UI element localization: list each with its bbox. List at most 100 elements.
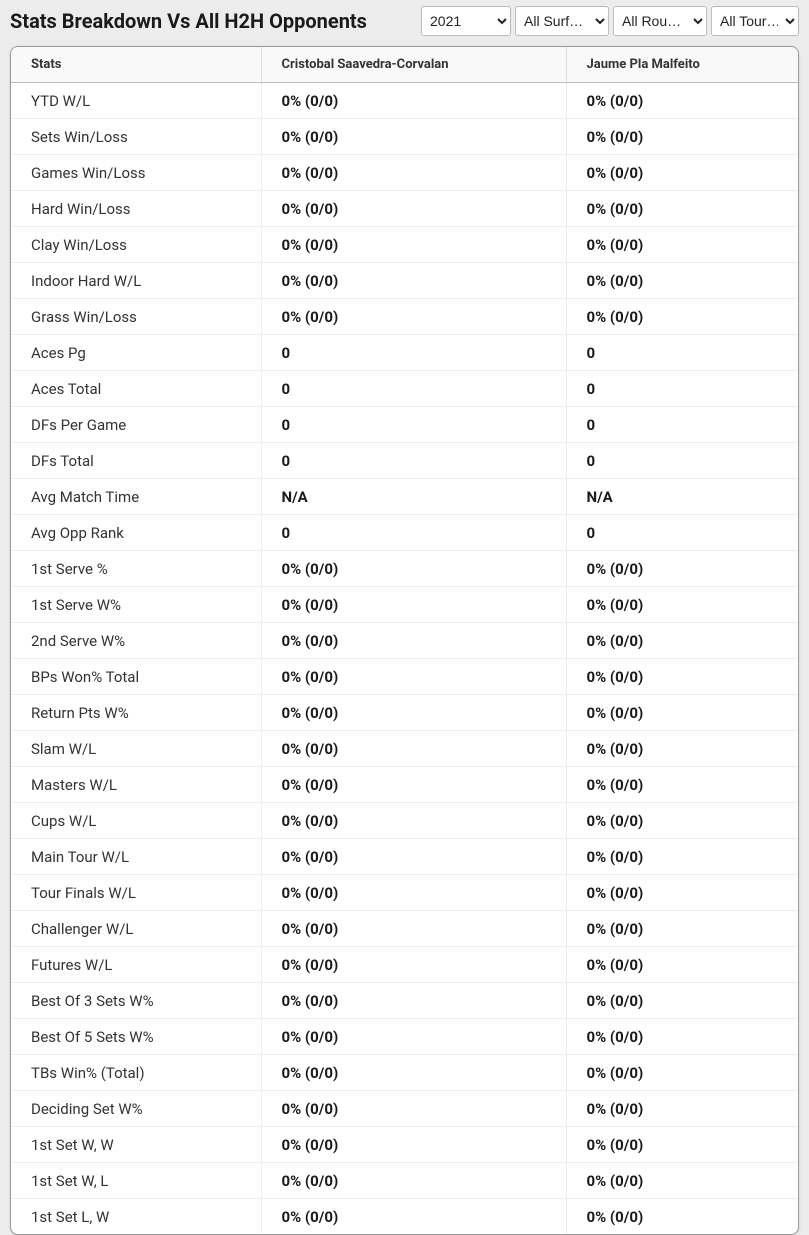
- stat-value-cell: 0% (0/0): [261, 1163, 566, 1199]
- col-stats: Stats: [11, 47, 261, 83]
- table-row: Return Pts W%0% (0/0)0% (0/0): [11, 695, 798, 731]
- stat-value-cell: 0% (0/0): [566, 875, 798, 911]
- stat-name-cell: 1st Set W, L: [11, 1163, 261, 1199]
- stat-value-cell: 0: [261, 515, 566, 551]
- stat-value-cell: 0% (0/0): [566, 1019, 798, 1055]
- stat-value-cell: 0% (0/0): [261, 947, 566, 983]
- stat-value-cell: 0% (0/0): [261, 227, 566, 263]
- stat-name-cell: Cups W/L: [11, 803, 261, 839]
- table-row: Sets Win/Loss0% (0/0)0% (0/0): [11, 119, 798, 155]
- page-title: Stats Breakdown Vs All H2H Opponents: [10, 9, 367, 33]
- stat-name-cell: YTD W/L: [11, 83, 261, 119]
- stat-name-cell: Hard Win/Loss: [11, 191, 261, 227]
- table-row: Masters W/L0% (0/0)0% (0/0): [11, 767, 798, 803]
- stat-value-cell: 0% (0/0): [566, 191, 798, 227]
- stats-header: Stats Breakdown Vs All H2H Opponents 202…: [0, 0, 809, 42]
- stat-value-cell: 0% (0/0): [261, 119, 566, 155]
- stat-name-cell: DFs Total: [11, 443, 261, 479]
- table-row: 1st Set W, W0% (0/0)0% (0/0): [11, 1127, 798, 1163]
- surface-select[interactable]: All Surf…: [515, 6, 609, 36]
- stat-value-cell: N/A: [566, 479, 798, 515]
- stat-value-cell: 0% (0/0): [566, 839, 798, 875]
- table-row: Hard Win/Loss0% (0/0)0% (0/0): [11, 191, 798, 227]
- stat-name-cell: 1st Set L, W: [11, 1199, 261, 1235]
- table-row: Indoor Hard W/L0% (0/0)0% (0/0): [11, 263, 798, 299]
- table-row: Clay Win/Loss0% (0/0)0% (0/0): [11, 227, 798, 263]
- year-select[interactable]: 2021: [421, 6, 511, 36]
- table-row: 1st Set W, L0% (0/0)0% (0/0): [11, 1163, 798, 1199]
- stat-value-cell: 0: [261, 335, 566, 371]
- table-row: 1st Serve %0% (0/0)0% (0/0): [11, 551, 798, 587]
- stat-value-cell: 0% (0/0): [261, 983, 566, 1019]
- stat-value-cell: 0% (0/0): [566, 1127, 798, 1163]
- table-row: Best Of 3 Sets W%0% (0/0)0% (0/0): [11, 983, 798, 1019]
- stat-value-cell: 0% (0/0): [566, 263, 798, 299]
- stat-value-cell: 0: [566, 371, 798, 407]
- stat-value-cell: 0% (0/0): [566, 119, 798, 155]
- stat-value-cell: 0% (0/0): [261, 1199, 566, 1235]
- table-row: Tour Finals W/L0% (0/0)0% (0/0): [11, 875, 798, 911]
- table-row: Grass Win/Loss0% (0/0)0% (0/0): [11, 299, 798, 335]
- stat-name-cell: Avg Match Time: [11, 479, 261, 515]
- table-row: DFs Per Game00: [11, 407, 798, 443]
- stat-name-cell: Challenger W/L: [11, 911, 261, 947]
- table-row: Games Win/Loss0% (0/0)0% (0/0): [11, 155, 798, 191]
- round-select[interactable]: All Rou…: [613, 6, 707, 36]
- stat-value-cell: 0% (0/0): [566, 731, 798, 767]
- stat-value-cell: 0% (0/0): [566, 1163, 798, 1199]
- filter-bar: 2021 All Surf… All Rou… All Tour…: [421, 6, 799, 36]
- stat-name-cell: 2nd Serve W%: [11, 623, 261, 659]
- col-player2: Jaume Pla Malfeito: [566, 47, 798, 83]
- stat-value-cell: 0% (0/0): [261, 1019, 566, 1055]
- table-row: Futures W/L0% (0/0)0% (0/0): [11, 947, 798, 983]
- stat-value-cell: 0% (0/0): [261, 1127, 566, 1163]
- stat-name-cell: Tour Finals W/L: [11, 875, 261, 911]
- table-header-row: Stats Cristobal Saavedra-Corvalan Jaume …: [11, 47, 798, 83]
- table-row: YTD W/L0% (0/0)0% (0/0): [11, 83, 798, 119]
- stat-value-cell: 0% (0/0): [566, 695, 798, 731]
- stat-value-cell: N/A: [261, 479, 566, 515]
- stat-name-cell: Main Tour W/L: [11, 839, 261, 875]
- stat-value-cell: 0% (0/0): [261, 695, 566, 731]
- stat-value-cell: 0% (0/0): [566, 551, 798, 587]
- stat-value-cell: 0% (0/0): [566, 155, 798, 191]
- stat-value-cell: 0: [566, 335, 798, 371]
- stat-value-cell: 0% (0/0): [566, 659, 798, 695]
- table-row: Deciding Set W%0% (0/0)0% (0/0): [11, 1091, 798, 1127]
- stat-value-cell: 0% (0/0): [261, 1055, 566, 1091]
- stat-value-cell: 0: [261, 371, 566, 407]
- table-row: DFs Total00: [11, 443, 798, 479]
- stat-name-cell: Sets Win/Loss: [11, 119, 261, 155]
- stat-value-cell: 0% (0/0): [566, 623, 798, 659]
- stat-name-cell: BPs Won% Total: [11, 659, 261, 695]
- stat-value-cell: 0% (0/0): [261, 155, 566, 191]
- stat-value-cell: 0% (0/0): [261, 83, 566, 119]
- stat-name-cell: Deciding Set W%: [11, 1091, 261, 1127]
- stats-table-wrap: Stats Cristobal Saavedra-Corvalan Jaume …: [10, 46, 799, 1235]
- stat-value-cell: 0% (0/0): [566, 803, 798, 839]
- stat-value-cell: 0% (0/0): [261, 767, 566, 803]
- table-row: Cups W/L0% (0/0)0% (0/0): [11, 803, 798, 839]
- table-row: Avg Match TimeN/AN/A: [11, 479, 798, 515]
- tour-select[interactable]: All Tour…: [711, 6, 799, 36]
- table-row: TBs Win% (Total)0% (0/0)0% (0/0): [11, 1055, 798, 1091]
- stat-name-cell: Futures W/L: [11, 947, 261, 983]
- table-row: Slam W/L0% (0/0)0% (0/0): [11, 731, 798, 767]
- stat-value-cell: 0% (0/0): [261, 551, 566, 587]
- stat-value-cell: 0% (0/0): [566, 299, 798, 335]
- stat-value-cell: 0% (0/0): [566, 767, 798, 803]
- stat-name-cell: Return Pts W%: [11, 695, 261, 731]
- stat-value-cell: 0% (0/0): [261, 587, 566, 623]
- stat-value-cell: 0: [261, 407, 566, 443]
- stat-value-cell: 0: [261, 443, 566, 479]
- stat-name-cell: Aces Total: [11, 371, 261, 407]
- stat-value-cell: 0% (0/0): [261, 911, 566, 947]
- stat-value-cell: 0% (0/0): [261, 839, 566, 875]
- stat-name-cell: TBs Win% (Total): [11, 1055, 261, 1091]
- stat-value-cell: 0: [566, 515, 798, 551]
- stat-value-cell: 0% (0/0): [261, 263, 566, 299]
- stat-name-cell: 1st Serve W%: [11, 587, 261, 623]
- stat-value-cell: 0% (0/0): [566, 947, 798, 983]
- stat-name-cell: Best Of 3 Sets W%: [11, 983, 261, 1019]
- table-row: Challenger W/L0% (0/0)0% (0/0): [11, 911, 798, 947]
